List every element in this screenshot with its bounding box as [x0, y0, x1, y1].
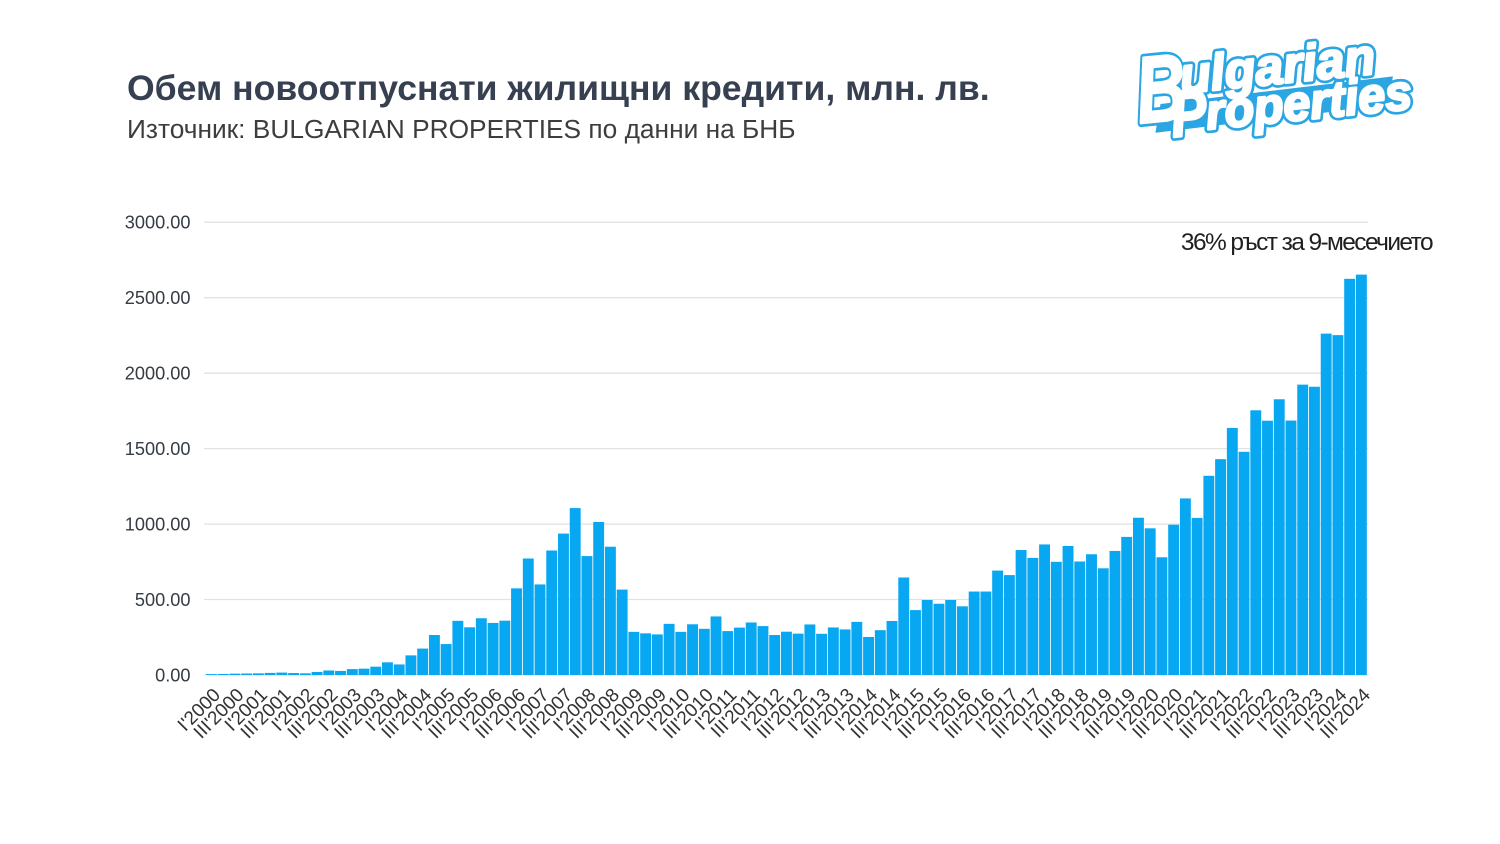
svg-text:1500.00: 1500.00 [125, 439, 191, 459]
svg-text:36% ръст за 9-месечието: 36% ръст за 9-месечието [1181, 229, 1433, 256]
svg-text:2000.00: 2000.00 [125, 364, 191, 384]
svg-text:Източник: BULGARIAN PROPERTIES: Източник: BULGARIAN PROPERTIES по данни … [127, 114, 796, 144]
svg-text:3000.00: 3000.00 [125, 213, 191, 233]
svg-text:2500.00: 2500.00 [125, 288, 191, 308]
svg-text:0.00: 0.00 [155, 665, 190, 685]
svg-text:B: B [1131, 34, 1191, 144]
svg-text:Обем новоотпуснати жилищни кре: Обем новоотпуснати жилищни кредити, млн.… [127, 68, 990, 108]
svg-text:500.00: 500.00 [135, 590, 191, 610]
svg-text:1000.00: 1000.00 [125, 514, 191, 534]
